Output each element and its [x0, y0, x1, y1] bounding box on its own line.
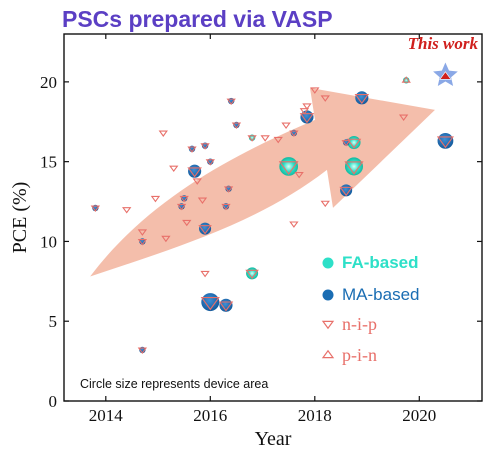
nip-marker [187, 146, 197, 153]
nip-marker [182, 219, 192, 227]
nip-marker [187, 167, 202, 178]
chart-title: PSCs prepared via VASP [62, 6, 333, 32]
nip-marker [161, 235, 171, 243]
ma-point [201, 293, 220, 312]
this-work-label: This work [408, 34, 479, 53]
nip-marker [289, 221, 299, 228]
nip-marker [122, 207, 132, 214]
legend-pin-label: p-i-n [342, 345, 377, 365]
nip-marker [192, 178, 202, 185]
nip-marker [137, 239, 148, 246]
fa-point [344, 157, 363, 176]
nip-marker [344, 161, 364, 175]
legend-ma-label: MA-based [342, 285, 419, 304]
nip-marker [260, 135, 270, 142]
nip-marker [200, 143, 210, 150]
nip-marker [150, 195, 161, 203]
nip-marker [218, 301, 234, 312]
nip-marker [197, 197, 208, 204]
nip-marker [281, 122, 291, 129]
x-axis-ticks: 2014 2016 2018 2020 [89, 34, 436, 425]
nip-marker [339, 186, 353, 197]
x-tick-label: 2018 [298, 406, 332, 425]
nip-marker [223, 186, 234, 193]
device-area-note: Circle size represents device area [80, 377, 268, 391]
nip-marker [90, 205, 101, 212]
legend-nip-marker [321, 320, 335, 330]
this-work-callout: This work [408, 34, 479, 86]
nip-marker [158, 130, 168, 137]
legend-pin-marker [321, 349, 335, 359]
nip-marker [310, 87, 320, 94]
nip-marker [289, 130, 299, 137]
nip-marker [179, 195, 189, 203]
pin-marker [401, 76, 411, 83]
x-tick-label: 2016 [193, 406, 227, 425]
nip-marker [200, 270, 210, 278]
legend: FA-based MA-based n-i-p p-i-n [321, 253, 419, 365]
nip-marker [137, 229, 148, 236]
nip-marker [346, 138, 362, 149]
nip-marker [320, 95, 330, 102]
nip-marker [245, 269, 259, 280]
nip-marker [341, 140, 351, 147]
nip-marker [320, 200, 330, 208]
legend-fa-marker [322, 257, 334, 269]
x-tick-label: 2020 [402, 406, 436, 425]
nip-marker [278, 161, 299, 175]
trend-arrow [90, 87, 435, 277]
nip-marker [299, 113, 315, 124]
nip-marker [231, 122, 242, 129]
x-axis-label: Year [255, 428, 292, 450]
y-tick-label: 20 [40, 73, 57, 92]
data-points [90, 76, 455, 354]
nip-marker [294, 171, 304, 179]
x-tick-label: 2014 [89, 406, 124, 425]
nip-marker [176, 203, 187, 211]
this-work-triangle [439, 71, 452, 80]
y-tick-label: 15 [40, 153, 57, 172]
nip-marker [247, 135, 257, 142]
nip-marker [226, 98, 236, 106]
nip-marker [302, 103, 312, 110]
nip-marker [137, 347, 148, 354]
nip-marker [198, 225, 212, 235]
nip-marker [354, 94, 370, 105]
nip-marker [273, 136, 283, 144]
legend-ma-marker [322, 289, 334, 301]
y-tick-label: 10 [40, 232, 57, 251]
legend-fa-label: FA-based [342, 253, 419, 272]
plot-frame [63, 33, 483, 402]
nip-marker [398, 114, 409, 121]
y-tick-label: 5 [49, 312, 58, 331]
nip-marker [436, 136, 455, 149]
nip-marker [169, 165, 179, 173]
nip-marker [299, 108, 310, 115]
trend-arrow-shape [90, 87, 435, 277]
y-axis-label: PCE (%) [9, 182, 31, 254]
legend-nip-label: n-i-p [342, 314, 377, 334]
nip-marker [205, 159, 215, 166]
y-tick-label: 0 [49, 392, 58, 411]
nip-marker [221, 203, 231, 211]
y-axis-ticks: 0 5 10 15 20 [40, 73, 482, 411]
nip-marker [200, 297, 220, 311]
